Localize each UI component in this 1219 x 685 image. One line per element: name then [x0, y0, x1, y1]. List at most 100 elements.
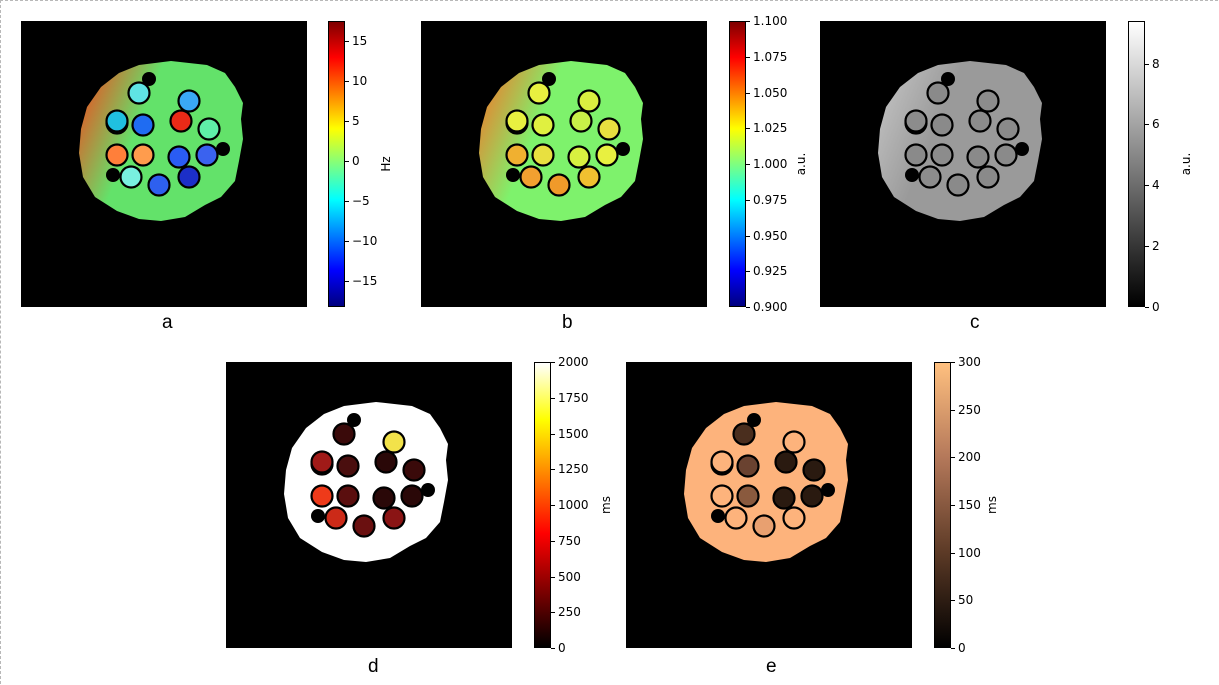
phantom-body: [684, 402, 848, 562]
colorbar-unit-label: a.u.: [1179, 152, 1193, 176]
colorbar-tickmark: [345, 281, 349, 282]
colorbar-tick-label: 500: [558, 570, 581, 584]
air-pocket: [821, 483, 835, 497]
colorbar-tickmark: [551, 505, 555, 506]
panel-caption: a: [162, 312, 173, 333]
colorbar-tick-label: 1.100: [753, 14, 788, 28]
colorbar-tickmark: [551, 541, 555, 542]
colorbar-tickmark: [1145, 246, 1149, 247]
colorbar-tickmark: [1145, 64, 1149, 65]
air-pocket: [941, 72, 955, 86]
colorbar-tick-label: 6: [1152, 117, 1160, 131]
map-panel-e: [626, 362, 912, 648]
vial: [324, 506, 348, 530]
phantom-body: [479, 61, 643, 221]
colorbar-e: [934, 362, 951, 648]
colorbar-tick-label: 200: [958, 450, 981, 464]
phantom-svg: [878, 61, 1042, 221]
colorbar-d: [534, 362, 551, 648]
colorbar-tickmark: [746, 164, 750, 165]
colorbar-tick-label: 0: [352, 154, 360, 168]
colorbar-tickmark: [551, 362, 555, 363]
vial: [519, 165, 543, 189]
colorbar-tick-label: 0.975: [753, 193, 788, 207]
vial: [531, 143, 555, 167]
colorbar-tick-label: 10: [352, 74, 368, 88]
vial: [976, 165, 1000, 189]
vial: [802, 458, 826, 482]
air-pocket: [347, 413, 361, 427]
colorbar-tickmark: [746, 271, 750, 272]
vial: [167, 145, 191, 169]
vial: [177, 89, 201, 113]
colorbar-tick-label: 1250: [558, 462, 589, 476]
colorbar-tick-label: 15: [352, 34, 368, 48]
colorbar-tickmark: [345, 201, 349, 202]
vial: [382, 430, 406, 454]
colorbar-tick-label: 0.925: [753, 264, 788, 278]
colorbar-tick-label: 1.050: [753, 86, 788, 100]
phantom-body: [284, 402, 448, 562]
air-pocket: [542, 72, 556, 86]
colorbar-tickmark: [746, 200, 750, 201]
vial: [131, 113, 155, 137]
colorbar-tickmark: [551, 577, 555, 578]
colorbar-unit-label: Hz: [379, 156, 393, 172]
colorbar-tick-label: 300: [958, 355, 981, 369]
air-pocket: [905, 168, 919, 182]
vial: [402, 458, 426, 482]
vial: [736, 454, 760, 478]
vial: [926, 81, 950, 105]
air-pocket: [106, 168, 120, 182]
vial: [930, 143, 954, 167]
air-pocket: [311, 509, 325, 523]
colorbar-tickmark: [951, 553, 955, 554]
colorbar-tick-label: −5: [352, 194, 370, 208]
colorbar-unit-label: ms: [985, 496, 999, 514]
colorbar-tick-label: 0.950: [753, 229, 788, 243]
colorbar-tickmark: [746, 57, 750, 58]
vial: [197, 117, 221, 141]
colorbar-tickmark: [551, 469, 555, 470]
phantom-svg: [79, 61, 243, 221]
colorbar-tickmark: [951, 362, 955, 363]
vial: [310, 484, 334, 508]
colorbar-tickmark: [551, 434, 555, 435]
colorbar-tickmark: [1145, 185, 1149, 186]
colorbar-tickmark: [345, 41, 349, 42]
colorbar-tickmark: [551, 612, 555, 613]
vial: [736, 484, 760, 508]
panel-caption: b: [562, 312, 573, 333]
vial: [946, 173, 970, 197]
phantom-svg: [684, 402, 848, 562]
vial: [710, 450, 734, 474]
phantom-body: [79, 61, 243, 221]
vial: [119, 165, 143, 189]
phantom-svg: [479, 61, 643, 221]
colorbar-tick-label: 5: [352, 114, 360, 128]
vial: [904, 109, 928, 133]
map-panel-d: [226, 362, 512, 648]
vial: [976, 89, 1000, 113]
colorbar-tick-label: 4: [1152, 178, 1160, 192]
vial: [772, 486, 796, 510]
colorbar-tick-label: 0: [558, 641, 566, 655]
vial: [904, 143, 928, 167]
vial: [127, 81, 151, 105]
vial: [567, 145, 591, 169]
vial: [930, 113, 954, 137]
vial: [994, 143, 1018, 167]
colorbar-tickmark: [551, 398, 555, 399]
vial: [169, 109, 193, 133]
colorbar-tickmark: [746, 236, 750, 237]
colorbar-tick-label: 1.075: [753, 50, 788, 64]
vial: [966, 145, 990, 169]
air-pocket: [747, 413, 761, 427]
vial: [996, 117, 1020, 141]
map-panel-b: [421, 21, 707, 307]
vial: [336, 454, 360, 478]
vial: [177, 165, 201, 189]
colorbar-unit-label: a.u.: [794, 152, 808, 176]
colorbar-b: [729, 21, 746, 307]
